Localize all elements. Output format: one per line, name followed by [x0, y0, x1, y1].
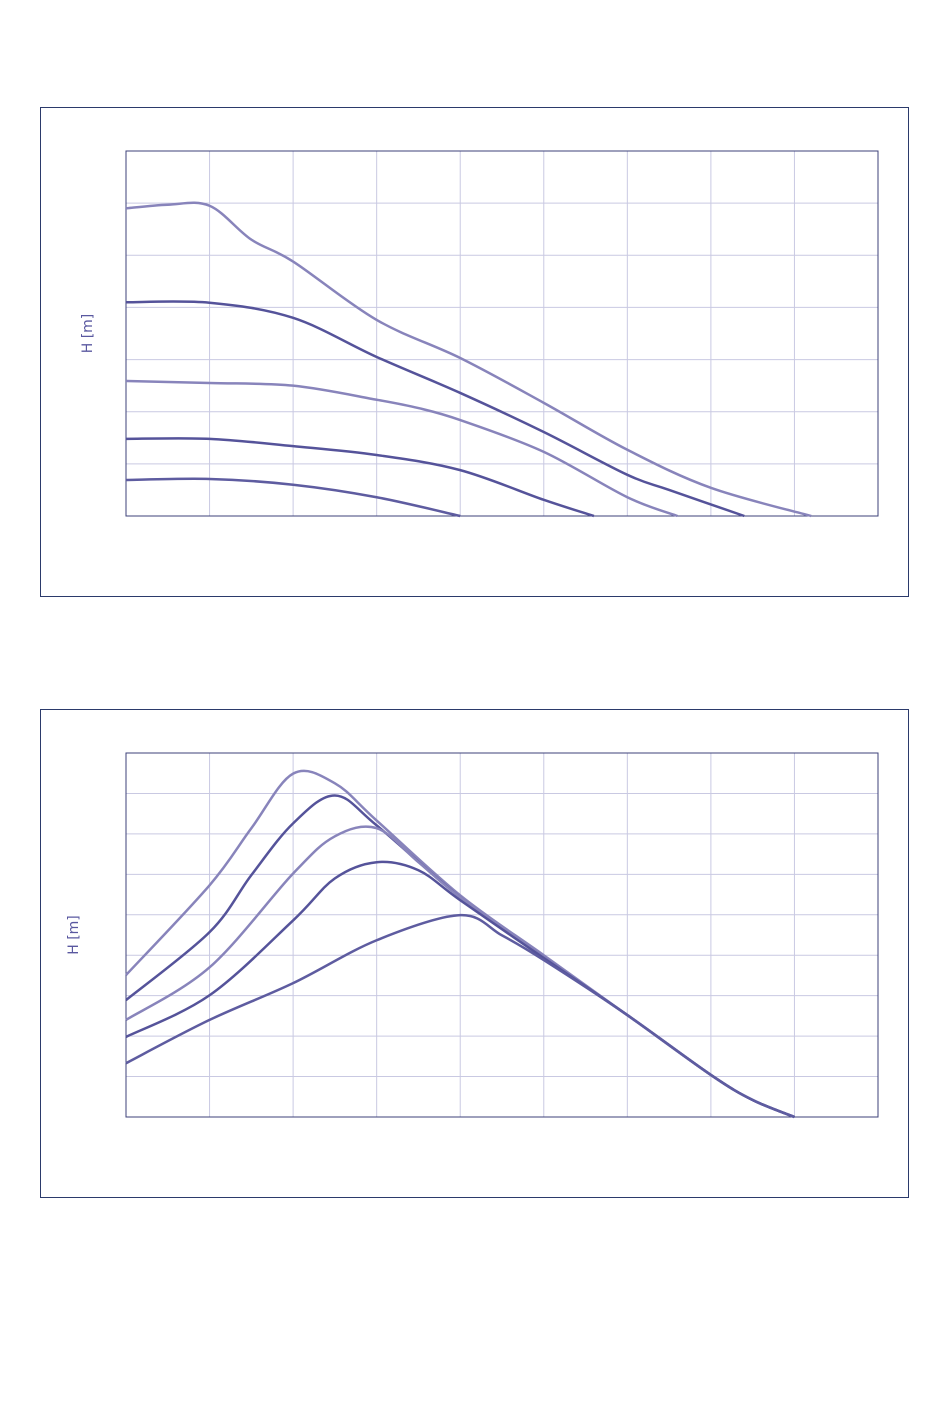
series-line [125, 477, 461, 518]
y-axis-label: H [m] [80, 314, 96, 354]
series-line [125, 913, 795, 1119]
series-line [125, 437, 595, 518]
series-line [125, 300, 745, 518]
plot-border [125, 752, 879, 1118]
series-line [125, 379, 678, 518]
chart-frame [40, 107, 909, 597]
chart-frame [40, 709, 909, 1198]
series-line [125, 201, 812, 518]
plot-border [125, 150, 879, 517]
y-axis-label: H [m] [66, 915, 82, 955]
